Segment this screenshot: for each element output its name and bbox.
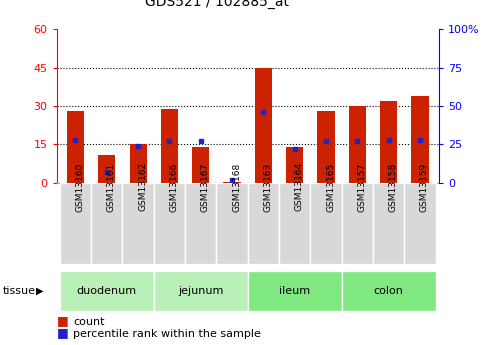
Text: ▶: ▶ <box>35 286 43 296</box>
Bar <box>154 183 185 264</box>
Bar <box>67 111 84 183</box>
Text: GSM13157: GSM13157 <box>357 162 366 211</box>
Bar <box>91 183 122 264</box>
Bar <box>216 183 248 264</box>
Text: GSM13166: GSM13166 <box>170 162 178 211</box>
Bar <box>342 271 436 310</box>
Text: GSM13164: GSM13164 <box>295 162 304 211</box>
Bar <box>411 96 428 183</box>
Bar <box>248 183 279 264</box>
Bar <box>192 147 210 183</box>
Bar <box>130 145 147 183</box>
Bar <box>98 155 115 183</box>
Bar <box>286 147 303 183</box>
Text: ■: ■ <box>57 326 69 339</box>
Text: jejunum: jejunum <box>178 286 223 296</box>
Text: GSM13161: GSM13161 <box>107 162 116 211</box>
Bar <box>255 68 272 183</box>
Bar <box>404 183 436 264</box>
Bar <box>373 183 404 264</box>
Text: tissue: tissue <box>2 286 35 296</box>
Bar <box>342 183 373 264</box>
Text: GSM13167: GSM13167 <box>201 162 210 211</box>
Bar <box>60 183 91 264</box>
Text: percentile rank within the sample: percentile rank within the sample <box>73 329 261 339</box>
Text: count: count <box>73 317 105 327</box>
Bar <box>122 183 154 264</box>
Bar <box>317 111 335 183</box>
Text: GSM13160: GSM13160 <box>75 162 84 211</box>
Bar <box>311 183 342 264</box>
Text: GDS521 / 102885_at: GDS521 / 102885_at <box>145 0 289 9</box>
Bar <box>223 181 241 183</box>
Bar <box>154 271 248 310</box>
Text: GSM13165: GSM13165 <box>326 162 335 211</box>
Text: GSM13163: GSM13163 <box>263 162 273 211</box>
Text: GSM13168: GSM13168 <box>232 162 241 211</box>
Bar <box>60 271 154 310</box>
Bar <box>279 183 311 264</box>
Text: GSM13162: GSM13162 <box>138 162 147 211</box>
Text: duodenum: duodenum <box>77 286 137 296</box>
Bar <box>161 109 178 183</box>
Text: GSM13158: GSM13158 <box>388 162 398 211</box>
Text: ■: ■ <box>57 314 69 327</box>
Bar <box>349 106 366 183</box>
Bar <box>185 183 216 264</box>
Text: colon: colon <box>374 286 404 296</box>
Bar <box>380 101 397 183</box>
Text: GSM13159: GSM13159 <box>420 162 429 211</box>
Bar <box>248 271 342 310</box>
Text: ileum: ileum <box>279 286 310 296</box>
